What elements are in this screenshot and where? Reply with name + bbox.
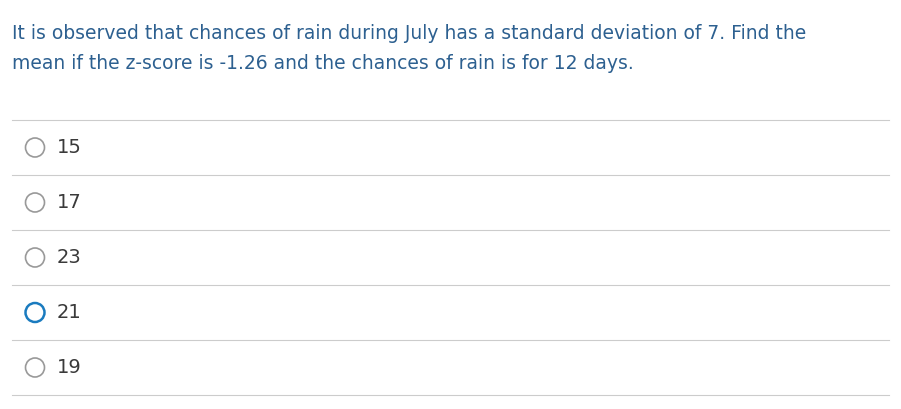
Text: mean if the z-score is -1.26 and the chances of rain is for 12 days.: mean if the z-score is -1.26 and the cha… xyxy=(12,54,633,73)
Text: 21: 21 xyxy=(57,303,81,322)
Text: It is observed that chances of rain during July has a standard deviation of 7. F: It is observed that chances of rain duri… xyxy=(12,24,806,43)
Text: 19: 19 xyxy=(57,358,81,377)
Text: 23: 23 xyxy=(57,248,81,267)
Text: 17: 17 xyxy=(57,193,81,212)
Text: 15: 15 xyxy=(57,138,81,157)
